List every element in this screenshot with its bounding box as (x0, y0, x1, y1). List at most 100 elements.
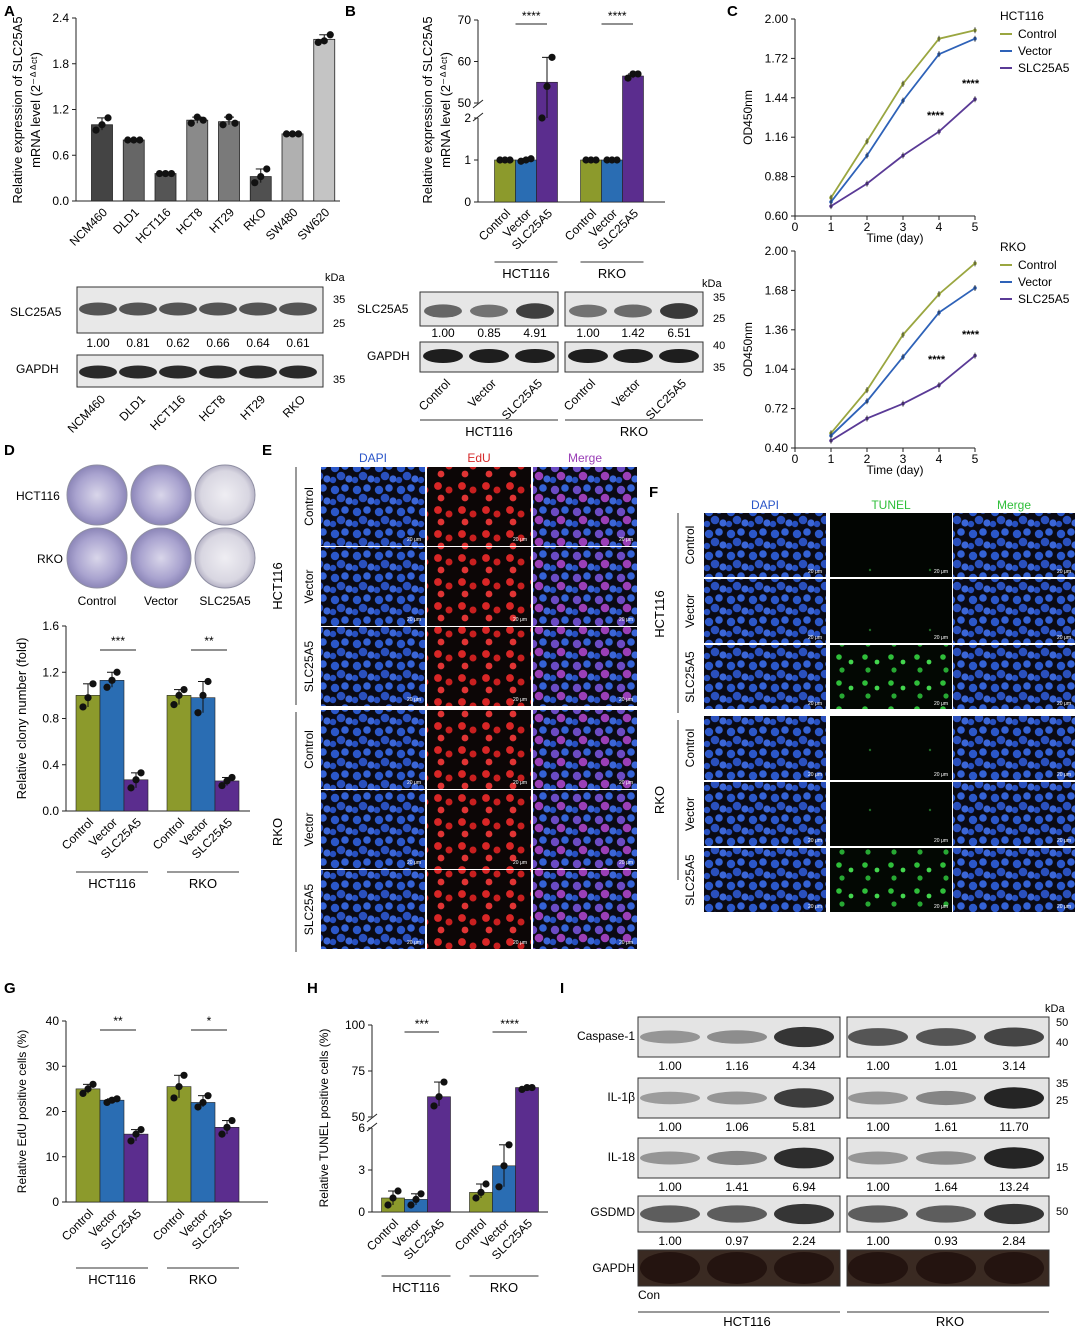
blot-band (424, 304, 462, 318)
blot-quant-value: 0.93 (934, 1234, 958, 1248)
data-point (136, 136, 144, 144)
marker-label: 35 (713, 292, 725, 304)
data-point (84, 1085, 92, 1093)
blot-quant-value: 13.24 (999, 1180, 1029, 1194)
kda-label: kDa (325, 272, 345, 284)
data-point (130, 136, 138, 144)
legend-label: Vector (1018, 44, 1052, 58)
legend-label: Control (1018, 258, 1057, 272)
chart-h: 0365075100ControlVectorSLC25A5HCT116***C… (317, 1017, 548, 1295)
blot-band (279, 365, 317, 379)
fluorescence-image (704, 645, 826, 709)
data-point (194, 1103, 202, 1111)
scale-bar-label: 20 μm (513, 537, 527, 543)
data-point (170, 701, 178, 709)
x-tick-label: NCM460 (67, 205, 111, 249)
y-tick-label: 0.0 (42, 804, 59, 818)
y-tick-label: 2.00 (765, 12, 789, 26)
fluorescence-image (830, 782, 952, 846)
lane-label: SLC25A5 (499, 376, 545, 422)
row-label: Control (302, 487, 316, 526)
y-axis-label: Relative TUNEL positive cells (%) (317, 1029, 331, 1208)
fluorescence-image (427, 790, 531, 869)
blot-band (568, 349, 608, 363)
data-point (389, 1194, 397, 1202)
marker-label: 25 (333, 318, 345, 330)
data-point (199, 1098, 207, 1107)
data-point (501, 156, 509, 164)
data-point (435, 1093, 443, 1101)
significance-mark: **** (928, 354, 946, 366)
scale-bar-label: 20 μm (619, 940, 633, 946)
data-point (482, 1180, 490, 1188)
data-point (384, 1201, 392, 1209)
scale-bar-label: 20 μm (619, 860, 633, 866)
blot-band (916, 1205, 976, 1223)
blot-quant-value: 0.81 (126, 336, 150, 350)
lane-label: Control (561, 376, 598, 413)
blot-quant-value: 0.61 (286, 336, 310, 350)
y-tick-label: 2.4 (52, 11, 69, 25)
scale-bar-label: 20 μm (808, 569, 822, 575)
bar (75, 1088, 101, 1203)
data-point (155, 169, 164, 178)
blot-band (707, 1030, 767, 1044)
legend-label: SLC25A5 (1018, 292, 1070, 306)
blot-band (199, 302, 237, 316)
blot-quant-value: 1.00 (866, 1234, 890, 1248)
data-point (175, 1083, 183, 1091)
blot-quant-value: 4.91 (523, 326, 547, 340)
scale-bar-label: 20 μm (1057, 904, 1071, 910)
column-header: TUNEL (871, 498, 911, 512)
y-axis-label: Relative expression of SLC25A5 (10, 16, 25, 203)
group-label: HCT116 (723, 1314, 770, 1329)
y-tick-label: 3 (358, 1163, 365, 1177)
colony-plate (194, 464, 256, 526)
y-axis-label: Relative EdU positive cells (%) (15, 1030, 29, 1193)
data-point (194, 709, 202, 717)
blot-band (613, 349, 653, 363)
y-axis-label: Relative clony number (fold) (14, 638, 29, 800)
data-point (582, 156, 590, 164)
fluorescence-image (321, 467, 425, 546)
chart-a: 0.0 0.6 1.2 1.8 2.4 Relative expression of SL… (10, 11, 340, 249)
panel-letter: F (649, 484, 658, 501)
column-header: EdU (467, 451, 490, 465)
fluorescence-image (953, 513, 1075, 577)
fluorescence-image (704, 579, 826, 643)
bar (75, 695, 101, 812)
scale-bar-label: 20 μm (513, 860, 527, 866)
data-point (477, 1188, 485, 1196)
fluorescence-image (953, 645, 1075, 709)
blot-band (848, 1151, 908, 1165)
scale-bar-label: 20 μm (407, 697, 421, 703)
data-point (505, 1141, 513, 1149)
significance-mark: **** (927, 110, 945, 122)
marker-label: 25 (1056, 1095, 1068, 1107)
data-point (127, 784, 135, 792)
blot-protein-label: IL-1β (607, 1090, 635, 1104)
y-tick-label: 1.6 (42, 619, 59, 633)
y-tick-label: 100 (345, 1018, 365, 1032)
scale-bar-label: 20 μm (407, 780, 421, 786)
data-point (592, 156, 600, 164)
fluorescence-image (704, 513, 826, 577)
scale-bar-label: 20 μm (808, 838, 822, 844)
data-point (89, 1080, 97, 1088)
fluorescence-image (533, 870, 637, 949)
scale-bar-label: 20 μm (1057, 701, 1071, 707)
scale-bar-label: 20 μm (407, 860, 421, 866)
y-tick-label: 1.2 (42, 665, 59, 679)
colony-plate (66, 527, 128, 589)
data-point (472, 1194, 480, 1202)
group-label: RKO (936, 1314, 964, 1329)
blot-quant-value: 2.84 (1002, 1234, 1026, 1248)
data-point (538, 114, 546, 122)
data-point (228, 773, 236, 782)
data-point (218, 1130, 226, 1138)
x-tick-label: HCT8 (173, 205, 205, 237)
row-label: SLC25A5 (302, 883, 316, 935)
group-label: RKO (620, 424, 648, 439)
data-point (223, 777, 231, 785)
plate-col-label: Vector (144, 594, 178, 608)
